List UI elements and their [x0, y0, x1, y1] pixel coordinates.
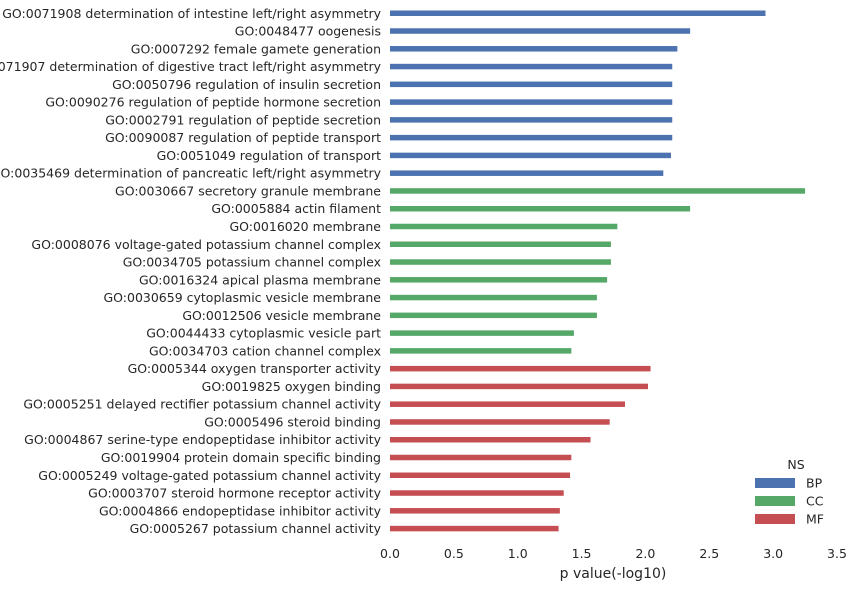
legend-swatch-bp [755, 478, 795, 488]
bar-bp [390, 152, 671, 159]
bar-cc [390, 188, 806, 194]
category-label: GO:0008076 voltage-gated potassium chann… [31, 237, 381, 252]
bar-mf [390, 436, 591, 443]
category-label: GO:0050796 regulation of insulin secreti… [112, 77, 381, 92]
x-axis-title: p value(-log10) [560, 566, 667, 582]
category-label: GO:0005884 actin filament [211, 201, 381, 216]
x-tick-label: 0.5 [444, 546, 464, 561]
x-tick-label: 2.0 [635, 546, 655, 561]
category-label: GO:0090276 regulation of peptide hormone… [45, 95, 381, 110]
category-label: GO:0016324 apical plasma membrane [139, 272, 381, 287]
legend-swatch-cc [755, 496, 795, 506]
bar-cc [390, 277, 608, 283]
bar-cc [390, 330, 574, 336]
bar-mf [390, 508, 560, 514]
bar-bp [390, 63, 673, 70]
x-tick-label: 3.5 [827, 546, 847, 561]
bar-mf [390, 454, 572, 461]
legend-swatch-mf [755, 514, 795, 524]
category-label: GO:0035469 determination of pancreatic l… [0, 166, 382, 181]
bar-bp [390, 170, 664, 176]
bar-mf [390, 401, 625, 407]
category-label: GO:0090087 regulation of peptide transpo… [105, 130, 381, 145]
category-label: GO:0019825 oxygen binding [202, 379, 381, 394]
bar-mf [390, 525, 559, 532]
category-label: GO:0002791 regulation of peptide secreti… [105, 112, 381, 127]
bar-bp [390, 134, 673, 141]
bar-cc [390, 241, 611, 248]
category-label: GO:0030659 cytoplasmic vesicle membrane [103, 290, 381, 305]
bar-cc [390, 312, 597, 319]
category-label: GO:0005251 delayed rectifier potassium c… [23, 397, 381, 412]
bar-bp [390, 46, 678, 52]
category-label: GO:0019904 protein domain specific bindi… [101, 450, 381, 465]
bar-bp [390, 99, 673, 105]
category-label: GO:0004866 endopeptidase inhibitor activ… [99, 503, 382, 518]
bar-bp [390, 81, 673, 88]
bar-bp [390, 117, 673, 123]
category-label: GO:0007292 female gamete generation [131, 41, 381, 56]
category-label: GO:0051049 regulation of transport [157, 148, 382, 163]
bar-mf [390, 490, 564, 496]
category-labels: GO:0071908 determination of intestine le… [0, 6, 382, 536]
legend-label-mf: MF [806, 512, 824, 527]
category-label: GO:0003707 steroid hormone receptor acti… [88, 486, 381, 501]
category-label: GO:0048477 oogenesis [235, 24, 381, 39]
bars-layer [390, 10, 806, 532]
x-axis-ticks: 0.0 0.5 1.0 1.5 2.0 2.5 3.0 3.5 [380, 546, 847, 561]
category-label: GO:0004867 serine-type endopeptidase inh… [24, 432, 381, 447]
x-tick-label: 1.0 [508, 546, 528, 561]
legend-label-bp: BP [806, 476, 823, 491]
bar-mf [390, 419, 610, 425]
x-tick-label: 1.5 [572, 546, 592, 561]
bar-mf [390, 365, 651, 372]
category-label: GO:0034705 potassium channel complex [123, 255, 381, 270]
legend: NS BP CC MF [755, 457, 824, 527]
category-label: GO:0016020 membrane [229, 219, 381, 234]
category-label: GO:0044433 cytoplasmic vesicle part [146, 326, 381, 341]
bar-cc [390, 205, 691, 212]
category-label: GO:0030667 secretory granule membrane [115, 183, 381, 198]
bar-cc [390, 223, 618, 230]
bar-bp [390, 28, 691, 34]
category-label: GO:0071907 determination of digestive tr… [0, 59, 382, 74]
bar-cc [390, 348, 572, 354]
category-label: GO:0034703 cation channel complex [149, 343, 381, 358]
category-label: GO:0012506 vesicle membrane [182, 308, 381, 323]
legend-items: BP CC MF [755, 476, 824, 527]
x-tick-label: 0.0 [380, 546, 400, 561]
category-label: GO:0005496 steroid binding [204, 414, 381, 429]
bar-cc [390, 259, 611, 265]
x-tick-label: 2.5 [699, 546, 719, 561]
legend-title: NS [787, 457, 804, 472]
bar-cc [390, 294, 597, 301]
bar-mf [390, 472, 571, 479]
bar-bp [390, 10, 766, 16]
category-label: GO:0071908 determination of intestine le… [2, 6, 381, 21]
legend-label-cc: CC [806, 494, 824, 509]
category-label: GO:0005344 oxygen transporter activity [128, 361, 382, 376]
category-label: GO:0005249 voltage-gated potassium chann… [38, 468, 381, 483]
category-label: GO:0005267 potassium channel activity [130, 521, 382, 536]
bar-mf [390, 383, 648, 390]
x-tick-label: 3.0 [763, 546, 783, 561]
